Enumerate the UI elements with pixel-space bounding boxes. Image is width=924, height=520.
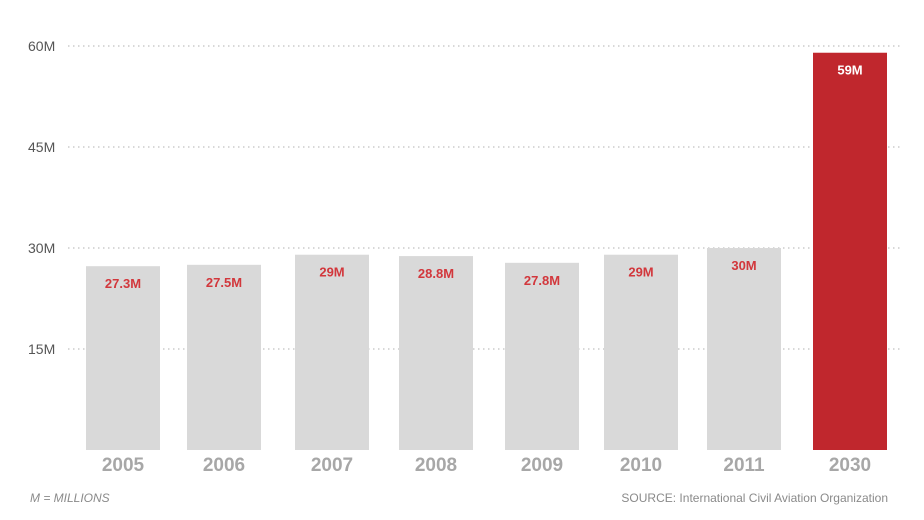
bar-2011 (707, 248, 781, 450)
y-axis: 15M 30M 45M 60M (28, 38, 55, 357)
units-note: M = MILLIONS (30, 491, 110, 505)
x-tick-label-2010: 2010 (620, 455, 662, 476)
x-tick-label-2011: 2011 (723, 455, 765, 476)
x-tick-label-2005: 2005 (102, 455, 145, 476)
data-label-2008: 28.8M (418, 266, 454, 281)
y-tick-label: 30M (28, 240, 55, 256)
x-tick-label-2009: 2009 (521, 455, 563, 476)
x-tick-label-2030: 2030 (829, 455, 871, 476)
x-tick-label-2006: 2006 (203, 455, 245, 476)
bar-2007 (295, 254, 369, 450)
data-label-2030: 59M (837, 63, 862, 78)
bar-2008 (399, 256, 473, 450)
gridlines (68, 45, 900, 350)
bar-2005 (86, 266, 160, 450)
data-label-2005: 27.3M (105, 276, 141, 291)
bars: 27.3M 27.5M 29M 28.8M 27.8M 29M 30M 59M (86, 52, 887, 450)
data-label-2006: 27.5M (206, 275, 242, 290)
data-label-2009: 27.8M (524, 273, 560, 288)
y-tick-label: 60M (28, 38, 55, 54)
bar-2009 (505, 262, 579, 450)
bar-2030 (813, 52, 887, 450)
x-tick-label-2008: 2008 (415, 455, 457, 476)
bar-2010 (604, 254, 678, 450)
source-note: SOURCE: International Civil Aviation Org… (621, 491, 888, 505)
data-label-2010: 29M (628, 265, 653, 280)
y-tick-label: 45M (28, 139, 55, 155)
y-tick-label: 15M (28, 341, 55, 357)
data-label-2011: 30M (731, 258, 756, 273)
x-tick-label-2007: 2007 (311, 455, 353, 476)
data-label-2007: 29M (319, 265, 344, 280)
bar-2006 (187, 264, 261, 450)
x-axis: 2005 2006 2007 2008 2009 2010 2011 2030 (102, 455, 871, 476)
